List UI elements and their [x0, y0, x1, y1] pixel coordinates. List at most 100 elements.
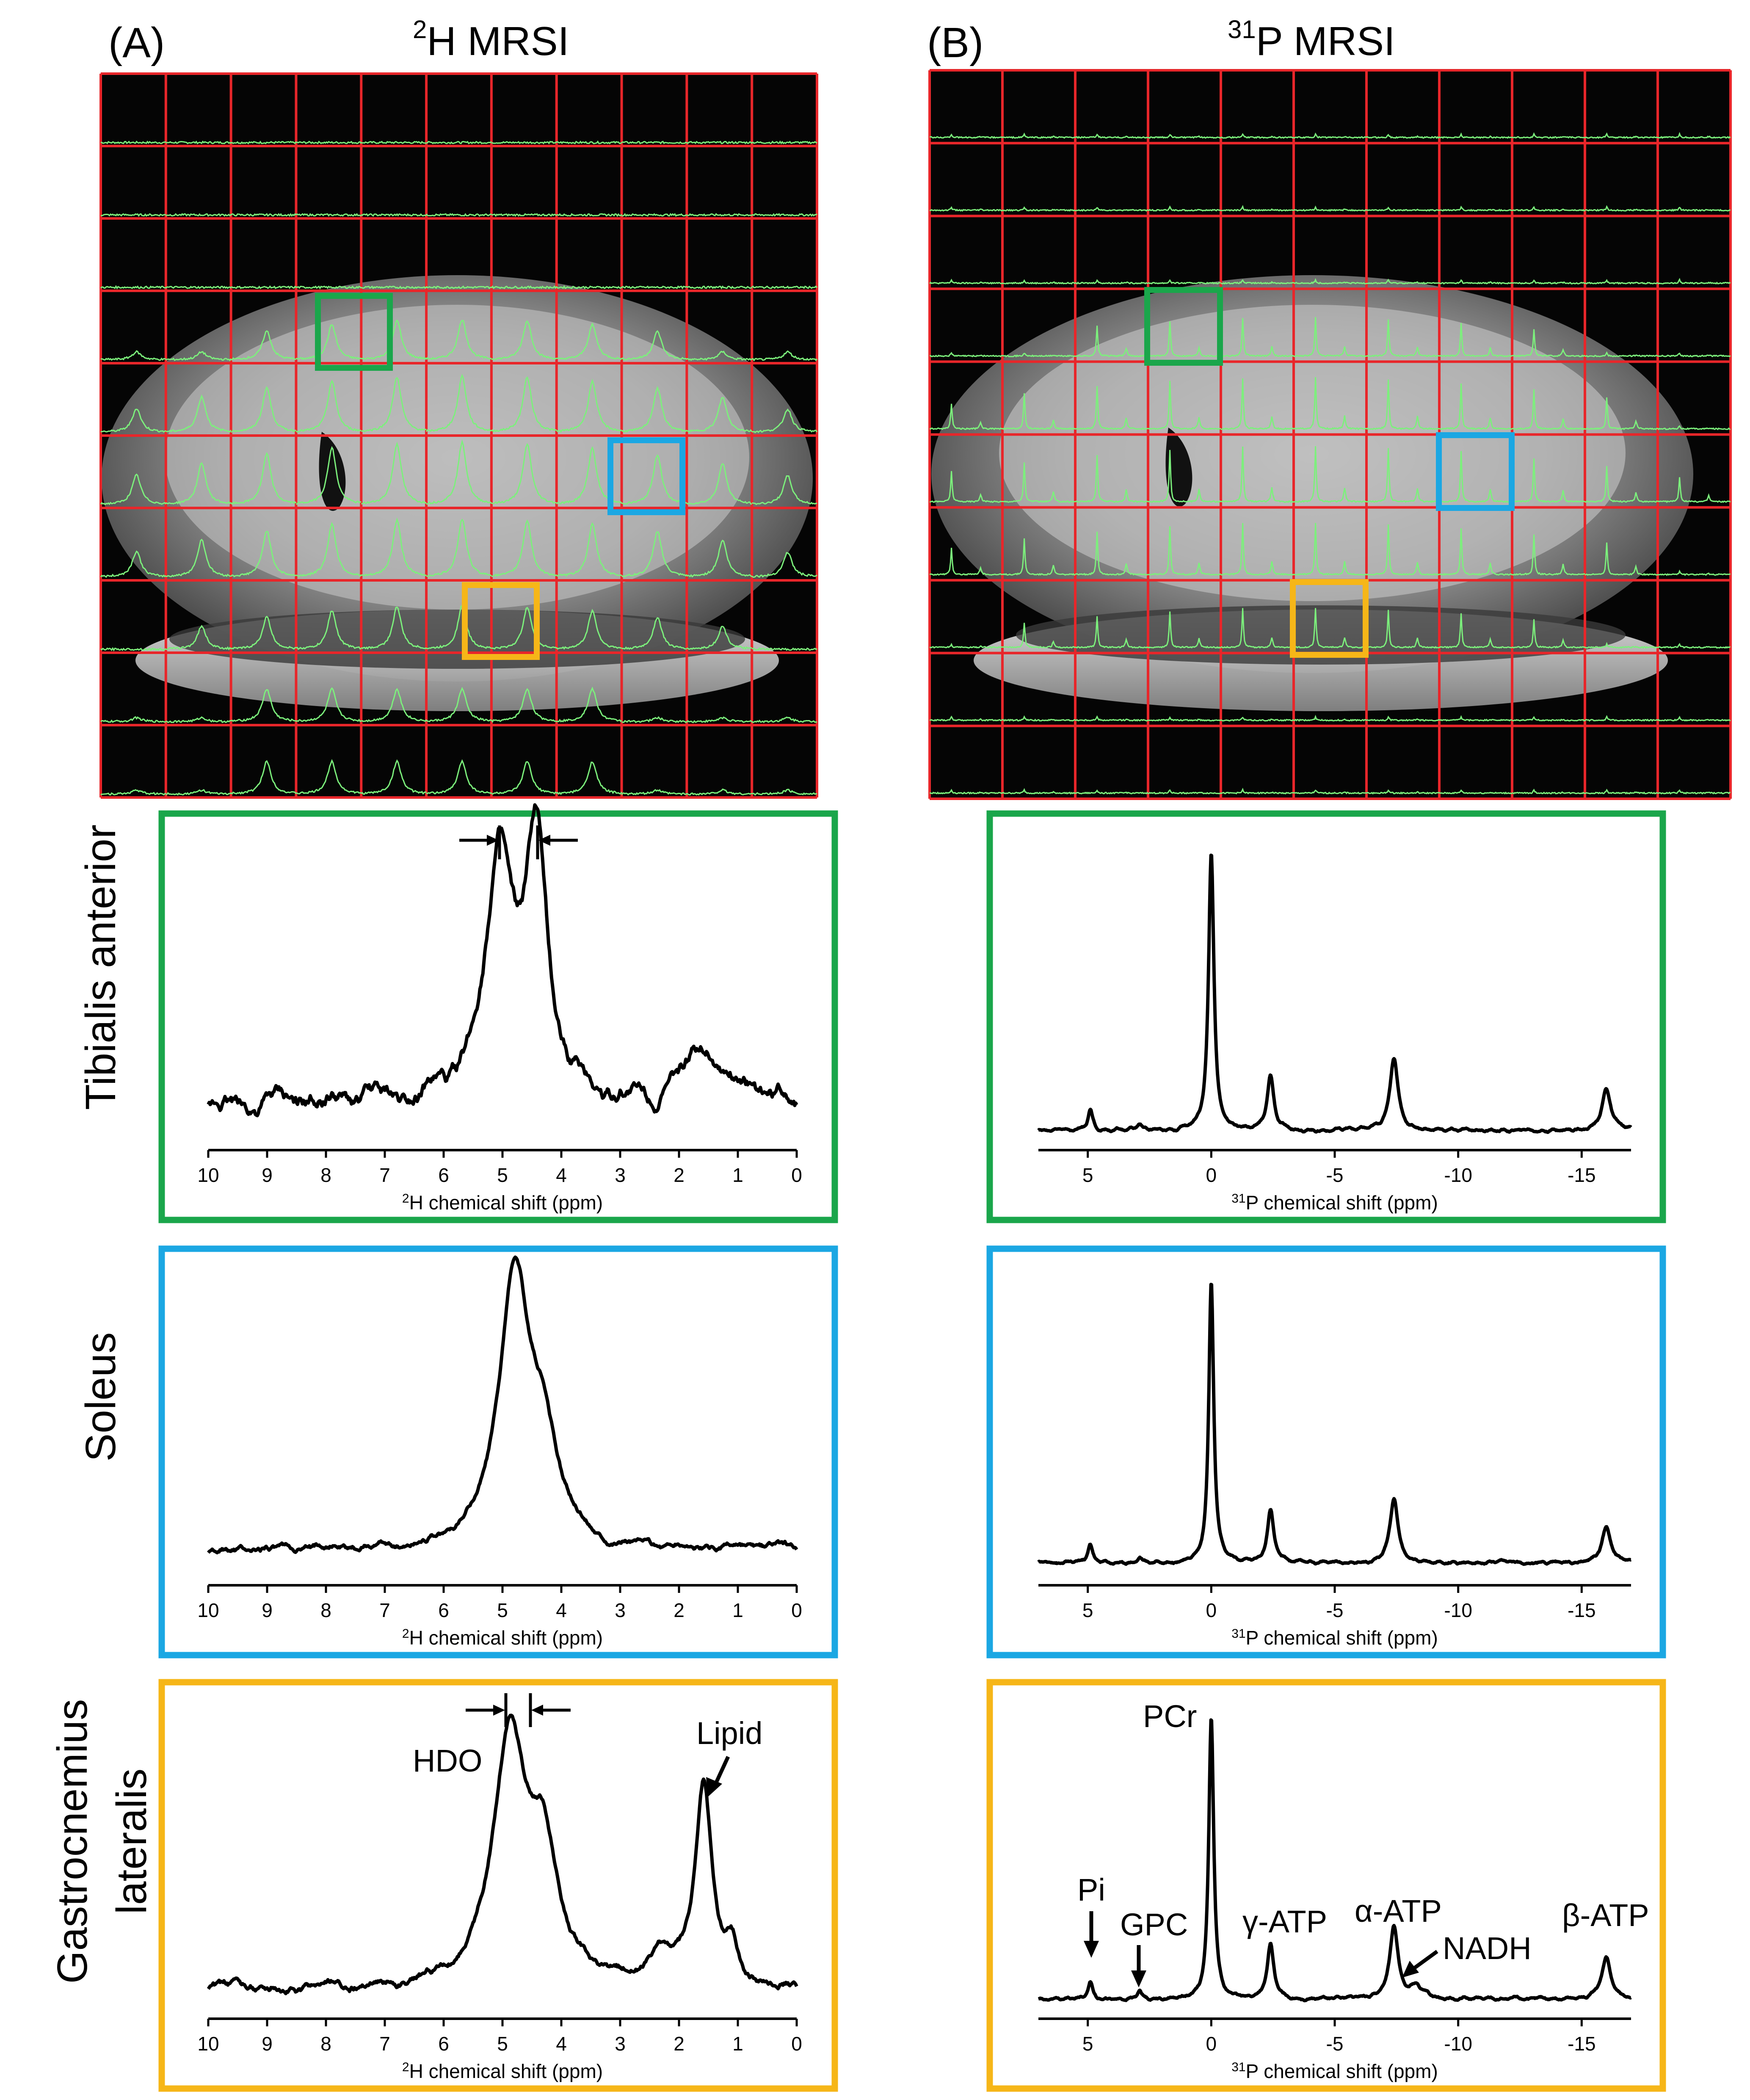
spectrum-trace	[207, 1714, 798, 1995]
voxel-spectrum-b	[1512, 132, 1585, 139]
x-axis-label: 31P chemical shift (ppm)	[1231, 1627, 1438, 1649]
x-tick-label: 0	[791, 1599, 802, 1621]
voxel-spectrum-a	[100, 473, 167, 505]
voxel-spectrum-b	[1002, 788, 1076, 795]
voxel-spectrum-b	[1148, 381, 1221, 430]
voxel-spectrum-b	[1002, 715, 1076, 722]
voxel-spectrum-b	[929, 471, 1003, 503]
voxel-spectrum-b	[1075, 326, 1149, 358]
x-tick-label: 4	[556, 2033, 567, 2055]
x-tick-label: 1	[732, 2033, 743, 2055]
chart-p31-tibialis: 5 0 -5 -10 -15 31P chemical shift (ppm)	[1037, 853, 1632, 1214]
x-tick-label: 3	[615, 1599, 626, 1621]
voxel-spectrum-b	[1366, 134, 1440, 139]
voxel-spectrum-b	[1512, 329, 1585, 358]
x-tick-label: 9	[262, 1164, 273, 1186]
x-axis-label-main: H chemical shift (ppm)	[409, 1627, 603, 1649]
x-tick-label: 6	[438, 1164, 449, 1186]
spectrum-trace	[1037, 1283, 1632, 1566]
voxel-spectrum-b	[1366, 715, 1440, 722]
x-tick-label: -5	[1326, 1599, 1344, 1621]
leg-inner-muscle-a	[165, 305, 749, 610]
voxel-spectrum-b	[1512, 788, 1585, 795]
panel-b-title: 31P MRSI	[1228, 15, 1395, 64]
voxel-spectrum-b	[1657, 569, 1731, 576]
voxel-spectrum-b	[1584, 351, 1658, 358]
voxel-spectrum-b	[1002, 623, 1076, 649]
x-axis-label-sup: 31	[1231, 2060, 1245, 2074]
row-label-tibialis: Tibialis anterior	[77, 825, 124, 1110]
voxel-spectrum-b	[1220, 279, 1294, 285]
voxel-spectrum-a	[751, 350, 818, 361]
frame-h2-gastrocnemius	[158, 1679, 838, 2092]
voxel-spectrum-a	[230, 531, 297, 577]
voxel-spectrum-a	[687, 350, 753, 361]
voxel-spectrum-a	[100, 285, 166, 290]
chart-h2-gastrocnemius: 10 9 8 7 6 5 4 3 2 1 02H chemical shift (ppm)	[197, 1714, 802, 2082]
voxel-spectrum-a	[491, 443, 557, 504]
voxel-spectrum-b	[1075, 207, 1148, 212]
label-gpc: GPC	[1120, 1907, 1188, 1942]
voxel-spectrum-b	[1293, 446, 1367, 503]
chart-h2-soleus: 10 9 8 7 6 5 4 3 2 1 02H chemical shift (ppm)	[197, 1255, 802, 1649]
voxel-spectrum-b	[1075, 616, 1148, 649]
voxel-spectrum-a	[230, 213, 297, 217]
panel-a-letter: (A)	[108, 19, 165, 66]
voxel-spectrum-b	[1439, 384, 1513, 430]
voxel-spectrum-b	[1584, 715, 1658, 722]
x-tick-label: -10	[1444, 1599, 1472, 1621]
x-axis-label-sup: 31	[1231, 1627, 1245, 1641]
voxel-spectrum-a	[621, 330, 687, 361]
voxel-spectrum-b	[1512, 389, 1586, 430]
voxel-spectrum-a	[751, 716, 817, 723]
x-tick-label: 2	[674, 1599, 685, 1621]
voxel-spectrum-a	[621, 141, 687, 145]
voxel-spectrum-a	[556, 140, 622, 144]
panel-b-title-sup: 31	[1228, 15, 1256, 44]
label-nadh: NADH	[1443, 1931, 1532, 1966]
voxel-spectrum-b	[1075, 455, 1148, 503]
x-tick-label: 7	[379, 1164, 390, 1186]
voxel-spectrum-b	[1439, 789, 1513, 795]
x-tick-label: -10	[1444, 2033, 1472, 2055]
voxel-spectrum-a	[361, 141, 427, 144]
x-axis-label: 2H chemical shift (ppm)	[402, 1627, 603, 1649]
frame-p31-soleus	[986, 1245, 1666, 1658]
spectra-overlay-a	[100, 140, 818, 796]
voxel-spectrum-b	[1366, 279, 1440, 285]
x-tick-label: 5	[1082, 2033, 1093, 2055]
voxel-spectrum-b	[1366, 206, 1440, 212]
voxel-spectrum-a	[361, 319, 427, 360]
voxel-spectrum-b	[1293, 377, 1367, 430]
voxel-spectrum-b	[1220, 717, 1294, 722]
voxel-spectrum-b	[1293, 278, 1367, 284]
label-alpha-atp: α-ATP	[1355, 1893, 1442, 1929]
row-label-gastrocnemius-line1: Gastrocnemius	[49, 1699, 96, 1984]
voxel-spectrum-b	[929, 279, 1003, 285]
x-tick-label: 0	[791, 1164, 802, 1186]
voxel-spectrum-a	[100, 647, 166, 651]
voxel-spectrum-b	[1220, 447, 1294, 503]
voxel-spectrum-a	[556, 609, 622, 650]
tibia-shadow-a	[319, 432, 346, 511]
label-lipid: Lipid	[696, 1716, 762, 1751]
voxel-spectrum-b	[1220, 378, 1295, 430]
x-tick-label: 0	[1206, 2033, 1217, 2055]
voxel-spectrum-a	[361, 377, 427, 433]
voxel-spectrum-a	[751, 789, 817, 796]
voxel-spectrum-b	[1657, 278, 1731, 285]
x-tick-label: 5	[497, 1164, 508, 1186]
panel-a-title: 2H MRSI	[413, 15, 569, 64]
label-gamma-atp: γ-ATP	[1242, 1904, 1327, 1939]
voxel-spectrum-a	[491, 607, 557, 650]
voxel-spectrum-a	[295, 213, 362, 217]
voxel-spectrum-b	[1002, 538, 1076, 576]
row-label-gastrocnemius-line2: lateralis	[108, 1769, 155, 1915]
x-tick-label: -15	[1568, 1164, 1595, 1186]
arrow-nadh	[1402, 1950, 1438, 1978]
voxel-spectrum-a	[556, 378, 622, 433]
panel-a-title-sup: 2	[413, 15, 427, 44]
voxel-spectrum-b	[1148, 716, 1221, 722]
x-tick-label: 10	[197, 1164, 219, 1186]
voxel-spectrum-b	[929, 133, 1003, 139]
